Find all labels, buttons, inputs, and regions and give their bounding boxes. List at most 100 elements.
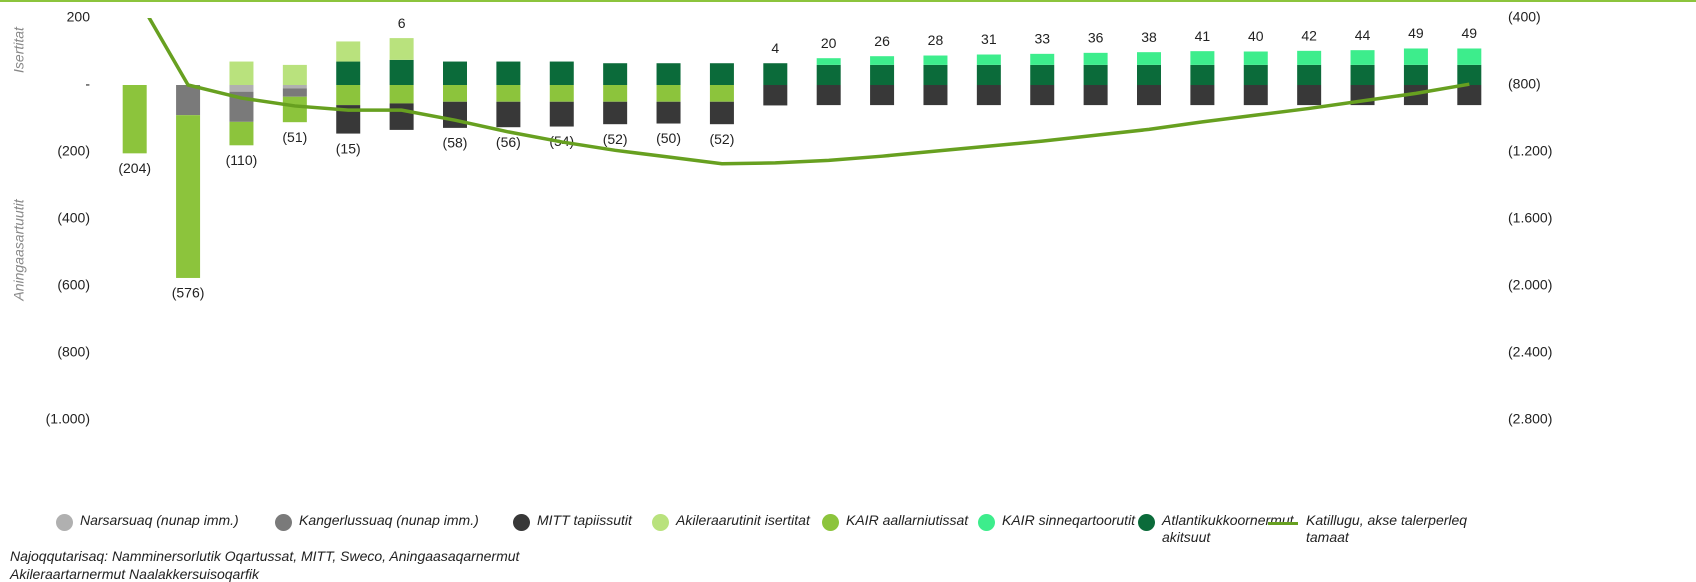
bar-segment [656,63,681,85]
y-tick-label: (800) [57,344,90,360]
bar-segment [816,58,841,65]
y-tick-label: (200) [57,143,90,159]
bar-segment [176,115,201,278]
y-label-top: Isertitat [11,26,27,73]
bar-segment [282,85,307,89]
bar-segment [816,64,841,85]
bar-segment [976,54,1001,65]
data-label: 49 [1462,25,1478,41]
bar-segment [229,61,254,85]
bar-segment [1350,50,1375,65]
bar-segment [976,85,1001,106]
legend-marker [275,514,292,531]
bar-segment [389,103,414,130]
bar-segment [336,41,361,62]
y2-tick-label: (1.200) [1508,143,1552,159]
top-border [0,0,1696,2]
bar-segment [923,85,948,106]
legend-label: Katillugu, akse talerperleq tamaat [1306,512,1468,545]
legend-marker [822,514,839,531]
bar-segment [443,61,467,85]
bar-segment [1457,48,1482,65]
bar-segment [229,85,254,92]
bar-segment [870,56,895,65]
bar-segment [816,85,841,106]
bar-segment [549,85,574,102]
data-label: 41 [1195,28,1211,44]
data-label: 44 [1355,27,1371,43]
y2-tick-label: (800) [1508,76,1541,92]
legend-marker [1138,514,1155,531]
bar-segment [1137,52,1161,65]
data-label: (52) [709,131,734,147]
data-label: 36 [1088,30,1104,46]
y2-tick-label: (2.800) [1508,411,1552,427]
legend-label: KAIR sinneqartoorutit [1002,512,1136,528]
legend-marker [652,514,669,531]
bar-segment [389,38,414,60]
bar-segment [496,85,521,102]
data-label: (50) [656,130,681,146]
bar-segment [1083,64,1108,85]
data-label: (576) [172,285,205,301]
chart: Isertitat Aningaasartuutit 200 - (200) (400… [0,0,1696,427]
bar-segment [549,101,574,127]
data-label: (15) [336,140,361,156]
bar-segment [1243,51,1268,65]
bar-segment [763,63,788,85]
data-label: (52) [603,131,628,147]
y-tick-label: (400) [57,210,90,226]
bar-segment [443,85,467,102]
y-label-bottom: Aningaasartuutit [11,198,27,301]
bar-segment [923,64,948,85]
bar-segment [1243,85,1268,106]
y-tick-label: - [85,76,90,92]
bar-segment [1403,64,1428,85]
data-label: 33 [1034,31,1050,47]
line-series [147,18,1470,166]
legend-label: Akileraarutinit isertitat [676,512,810,528]
bar-segment [603,63,628,85]
y2-tick-label: (2.000) [1508,277,1552,293]
legend-label: Narsarsuaq (nunap imm.) [80,512,239,528]
data-label: (56) [496,134,521,150]
y-tick-label: (600) [57,277,90,293]
bar-segment [229,121,254,146]
source: Akileraartarnermut Naalakkersuisoqarfik [10,566,259,582]
bar-segment [1083,85,1108,106]
bar-segment [1350,64,1375,85]
y2-tick-label: (1.600) [1508,210,1552,226]
bar-segment [709,101,734,125]
legend-label: Atlantikukkoornermut akitsuut [1162,512,1294,545]
bar-segment [443,101,467,128]
bar-segment [709,85,734,102]
bar-segment [1457,85,1482,106]
legend-marker [978,514,995,531]
data-label: 20 [821,35,837,51]
bar-segment [1083,52,1108,65]
bar-segment [870,64,895,85]
bar-segment [603,85,628,102]
bar-segment [870,85,895,106]
data-label: 6 [398,15,406,31]
bar-segment [1243,64,1268,85]
y2-tick-label: (400) [1508,9,1541,25]
legend-marker [56,514,73,531]
bar-segment [176,85,201,116]
bar-segment [1297,50,1322,65]
legend-marker [1268,522,1298,525]
bar-segment [122,85,147,154]
data-label: 4 [771,40,779,56]
data-label: (110) [226,152,258,168]
bar-segment [1190,64,1215,85]
bar-segment [336,61,361,85]
bar-segment [1137,85,1161,106]
bar-segment [1457,64,1482,85]
data-label: (204) [118,160,151,176]
bar-segment [709,63,734,85]
bar-segment [549,61,574,85]
source: Najoqqutarisaq: Namminersorlutik Oqartus… [10,548,520,564]
bar-segment [1030,53,1055,65]
bar-segment [763,85,788,106]
bar-segment [603,101,628,125]
